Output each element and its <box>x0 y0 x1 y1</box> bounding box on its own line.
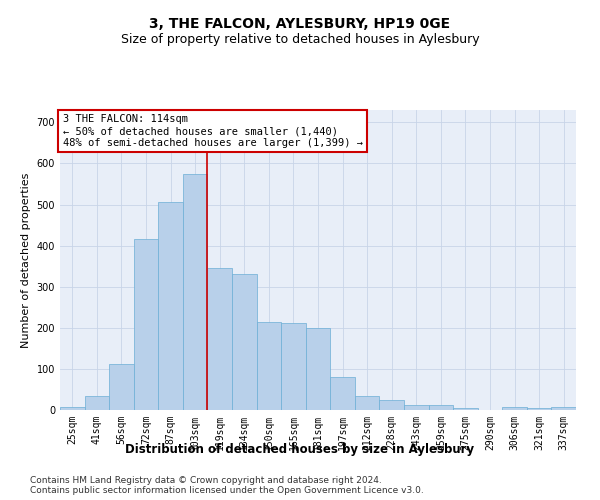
Bar <box>85 396 109 410</box>
Bar <box>502 407 527 410</box>
Text: 3 THE FALCON: 114sqm
← 50% of detached houses are smaller (1,440)
48% of semi-de: 3 THE FALCON: 114sqm ← 50% of detached h… <box>62 114 362 148</box>
Bar <box>183 174 208 410</box>
Bar <box>208 268 232 410</box>
Bar <box>453 408 478 410</box>
Bar <box>134 240 158 410</box>
Bar <box>428 404 453 410</box>
Text: Size of property relative to detached houses in Aylesbury: Size of property relative to detached ho… <box>121 32 479 46</box>
Bar <box>232 274 257 410</box>
Bar <box>281 323 306 410</box>
Text: 3, THE FALCON, AYLESBURY, HP19 0GE: 3, THE FALCON, AYLESBURY, HP19 0GE <box>149 18 451 32</box>
Bar <box>109 364 134 410</box>
Bar <box>379 400 404 410</box>
Text: Contains HM Land Registry data © Crown copyright and database right 2024.
Contai: Contains HM Land Registry data © Crown c… <box>30 476 424 495</box>
Bar <box>330 377 355 410</box>
Bar <box>404 404 428 410</box>
Y-axis label: Number of detached properties: Number of detached properties <box>21 172 31 348</box>
Bar <box>158 202 183 410</box>
Bar <box>257 322 281 410</box>
Text: Distribution of detached houses by size in Aylesbury: Distribution of detached houses by size … <box>125 442 475 456</box>
Bar <box>60 407 85 410</box>
Bar <box>527 408 551 410</box>
Bar <box>551 407 576 410</box>
Bar <box>355 396 379 410</box>
Bar <box>306 328 330 410</box>
